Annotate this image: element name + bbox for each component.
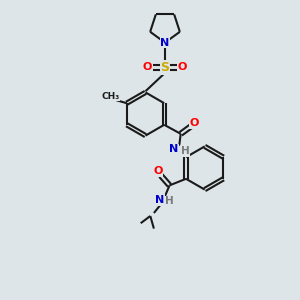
Text: N: N: [169, 144, 178, 154]
Text: S: S: [160, 61, 169, 74]
Text: O: O: [153, 166, 163, 176]
Text: N: N: [155, 195, 164, 205]
Text: O: O: [178, 62, 187, 73]
Text: CH₃: CH₃: [101, 92, 119, 101]
Text: N: N: [160, 38, 169, 48]
Text: O: O: [190, 118, 199, 128]
Text: H: H: [181, 146, 190, 156]
Text: O: O: [143, 62, 152, 73]
Text: H: H: [165, 196, 174, 206]
